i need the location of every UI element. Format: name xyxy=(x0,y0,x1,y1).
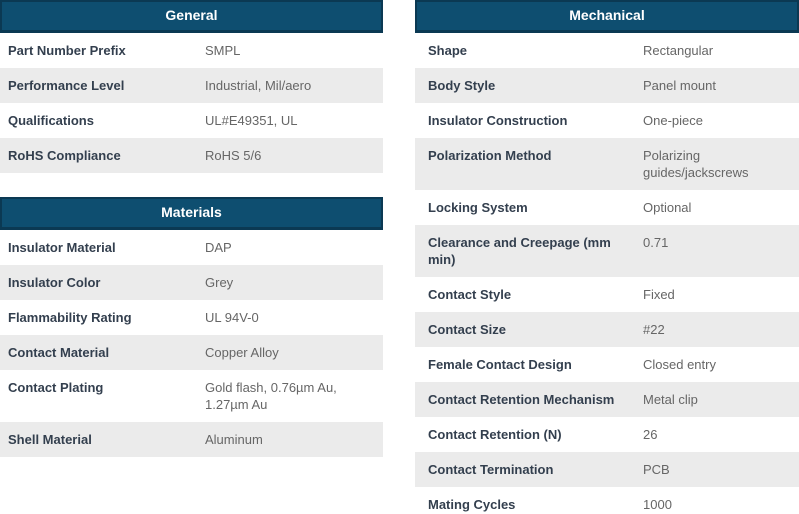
spec-label: Contact Retention (N) xyxy=(428,427,562,442)
table-row: RoHS Compliance RoHS 5/6 xyxy=(0,138,383,173)
spec-value: One-piece xyxy=(643,113,703,128)
spec-label: Flammability Rating xyxy=(8,310,132,325)
spec-value: Rectangular xyxy=(643,43,714,58)
table-row: Contact Plating Gold flash, 0.76µm Au, 1.… xyxy=(0,370,383,422)
spec-label: Mating Cycles xyxy=(428,497,516,512)
spec-label: Female Contact Design xyxy=(428,357,572,372)
spec-label: Shell Material xyxy=(8,432,92,447)
spec-value: Fixed xyxy=(643,287,675,302)
table-row: Insulator Material DAP xyxy=(0,230,383,265)
materials-table: Materials Insulator Material DAP Insulator… xyxy=(0,197,383,457)
left-column: General Part Number Prefix SMPL Performanc… xyxy=(0,0,383,514)
spec-label: Part Number Prefix xyxy=(8,43,126,58)
spec-label: Contact Termination xyxy=(428,462,554,477)
spec-value: Polarizing guides/jackscrews xyxy=(643,148,749,180)
spec-label: Clearance and Creepage (mm min) xyxy=(428,235,611,267)
table-row: Mating Cycles 1000 xyxy=(415,487,799,514)
spec-label: Contact Plating xyxy=(8,380,104,395)
spec-value: UL 94V-0 xyxy=(205,310,259,325)
table-row: Contact Retention Mechanism Metal clip xyxy=(415,382,799,417)
table-row: Shell Material Aluminum xyxy=(0,422,383,457)
spec-value: Closed entry xyxy=(643,357,716,372)
spec-label: Contact Style xyxy=(428,287,512,302)
table-row: Polarization Method Polarizing guides/jac… xyxy=(415,138,799,190)
spec-value: 26 xyxy=(643,427,658,442)
table-row: Contact Size #22 xyxy=(415,312,799,347)
spec-value: SMPL xyxy=(205,43,241,58)
spec-value: Aluminum xyxy=(205,432,263,447)
spec-label: RoHS Compliance xyxy=(8,148,121,163)
spec-label: Insulator Color xyxy=(8,275,101,290)
mechanical-table-title: Mechanical xyxy=(415,0,799,33)
spec-label: Locking System xyxy=(428,200,528,215)
table-row: Body Style Panel mount xyxy=(415,68,799,103)
spec-label: Insulator Material xyxy=(8,240,116,255)
general-table-title: General xyxy=(0,0,383,33)
spec-value: #22 xyxy=(643,322,665,337)
spec-label: Contact Size xyxy=(428,322,507,337)
spec-value: Metal clip xyxy=(643,392,698,407)
general-table: General Part Number Prefix SMPL Performanc… xyxy=(0,0,383,173)
spec-value: Grey xyxy=(205,275,234,290)
table-row: Female Contact Design Closed entry xyxy=(415,347,799,382)
spec-value: Optional xyxy=(643,200,692,215)
spec-label: Polarization Method xyxy=(428,148,552,163)
spec-value: RoHS 5/6 xyxy=(205,148,262,163)
table-row: Qualifications UL#E49351, UL xyxy=(0,103,383,138)
table-row: Clearance and Creepage (mm min) 0.71 xyxy=(415,225,799,277)
general-table-rows: Part Number Prefix SMPL Performance Level I… xyxy=(0,33,383,173)
mechanical-table: Mechanical Shape Rectangular Body Style Pan… xyxy=(415,0,799,514)
table-row: Part Number Prefix SMPL xyxy=(0,33,383,68)
spec-label: Shape xyxy=(428,43,468,58)
right-column: Mechanical Shape Rectangular Body Style Pan… xyxy=(415,0,799,514)
mechanical-table-rows: Shape Rectangular Body Style Panel mount Ins… xyxy=(415,33,799,514)
spec-value: UL#E49351, UL xyxy=(205,113,298,128)
spec-value: Industrial, Mil/aero xyxy=(205,78,312,93)
materials-table-rows: Insulator Material DAP Insulator Color Grey… xyxy=(0,230,383,457)
spec-value: Panel mount xyxy=(643,78,716,93)
spec-value: 0.71 xyxy=(643,235,669,250)
spec-label: Qualifications xyxy=(8,113,94,128)
table-row: Contact Termination PCB xyxy=(415,452,799,487)
spec-value: Copper Alloy xyxy=(205,345,279,360)
table-row: Insulator Construction One-piece xyxy=(415,103,799,138)
spec-label: Contact Material xyxy=(8,345,110,360)
spec-label: Performance Level xyxy=(8,78,125,93)
table-row: Insulator Color Grey xyxy=(0,265,383,300)
spec-label: Body Style xyxy=(428,78,496,93)
spec-value: 1000 xyxy=(643,497,672,512)
table-row: Contact Retention (N) 26 xyxy=(415,417,799,452)
materials-table-title: Materials xyxy=(0,197,383,230)
table-row: Contact Style Fixed xyxy=(415,277,799,312)
table-row: Shape Rectangular xyxy=(415,33,799,68)
spec-label: Contact Retention Mechanism xyxy=(428,392,615,407)
table-row: Locking System Optional xyxy=(415,190,799,225)
table-row: Performance Level Industrial, Mil/aero xyxy=(0,68,383,103)
spec-value: PCB xyxy=(643,462,670,477)
table-row: Flammability Rating UL 94V-0 xyxy=(0,300,383,335)
table-row: Contact Material Copper Alloy xyxy=(0,335,383,370)
spec-value: DAP xyxy=(205,240,232,255)
spec-value: Gold flash, 0.76µm Au, 1.27µm Au xyxy=(205,380,337,412)
spec-label: Insulator Construction xyxy=(428,113,568,128)
